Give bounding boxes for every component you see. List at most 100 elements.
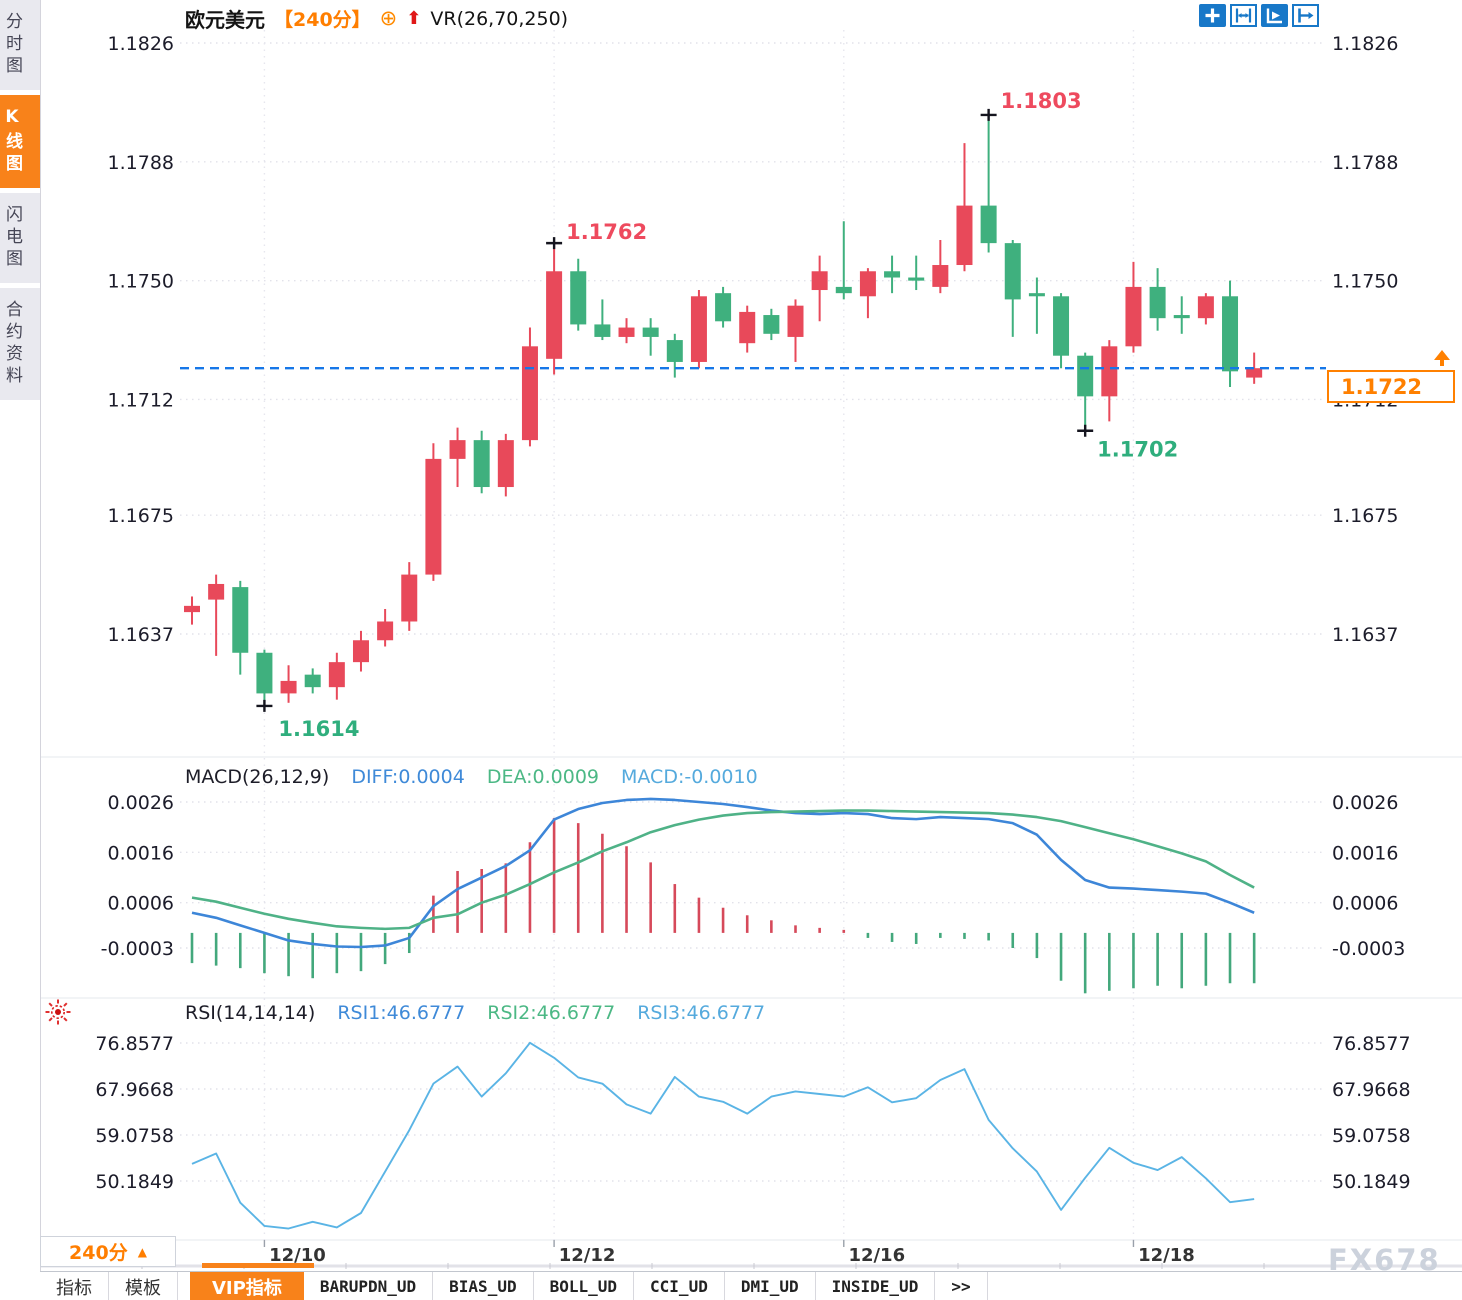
axis-tick-label: 0.0006 xyxy=(1332,893,1398,915)
candle-body xyxy=(352,640,369,663)
chart-type-sidebar: 分时图 K线图 闪电图 合约资料 xyxy=(0,0,41,1300)
axis-tick-label: 50.1849 xyxy=(1332,1171,1411,1193)
candle-body xyxy=(473,440,490,488)
tab-inside-ud[interactable]: INSIDE_UD xyxy=(816,1272,936,1300)
axis-tick-label: 59.0758 xyxy=(95,1125,174,1147)
candle-body xyxy=(787,305,804,337)
candle-body xyxy=(401,574,418,622)
candle-body xyxy=(377,621,394,641)
axis-tick-label: 1.1803 xyxy=(1001,89,1082,113)
macd-title: MACD(26,12,9) xyxy=(185,766,330,788)
axis-tick-label: 0.0026 xyxy=(1332,792,1398,814)
axis-tick-label: 12/18 xyxy=(1138,1245,1195,1266)
axis-tick-label: 59.0758 xyxy=(1332,1125,1411,1147)
candle-body xyxy=(980,205,997,244)
candle-body xyxy=(521,346,538,441)
candle-body xyxy=(546,271,563,359)
candle-body xyxy=(256,652,273,694)
candle-body xyxy=(1028,293,1045,297)
candle-body xyxy=(1246,368,1263,378)
tab-dmi-ud[interactable]: DMI_UD xyxy=(725,1272,816,1300)
axis-tick-label: 0.0006 xyxy=(108,893,174,915)
globe-plus-icon[interactable]: ⊕ xyxy=(379,6,398,30)
rsi-title: RSI(14,14,14) xyxy=(185,1002,316,1024)
indicator-tab-bar: 指标 模板 VIP指标 BARUPDN_UD BIAS_UD BOLL_UD C… xyxy=(40,1271,1462,1300)
axis-tick-label: 1.1826 xyxy=(108,33,174,55)
price-marker-cross xyxy=(546,237,563,250)
price-marker-cross xyxy=(256,699,273,712)
candle-body xyxy=(642,327,659,337)
candle-body xyxy=(908,277,925,281)
symbol-title: 欧元美元 xyxy=(185,8,265,32)
candle-body xyxy=(715,293,732,322)
tab-bias-ud[interactable]: BIAS_UD xyxy=(433,1272,534,1300)
sidebar-item-timeline-chart[interactable]: 分时图 xyxy=(0,0,40,90)
tab-cci-ud[interactable]: CCI_UD xyxy=(634,1272,725,1300)
axis-tick-label: 1.1750 xyxy=(108,271,174,293)
scrollbar-thumb[interactable] xyxy=(202,1263,314,1268)
rsi1-value: RSI1:46.6777 xyxy=(337,1002,466,1024)
period-selector-label: 240分 xyxy=(69,1242,128,1264)
axis-tick-label: 0.0016 xyxy=(108,842,174,864)
candle-body xyxy=(811,271,828,291)
axis-tick-label: 1.1637 xyxy=(1332,624,1398,646)
tab-vip-indicators[interactable]: VIP指标 xyxy=(190,1272,304,1300)
axis-tick-label: 0.0026 xyxy=(108,792,174,814)
period-label[interactable]: 【240分】 xyxy=(274,9,371,31)
tab-boll-ud[interactable]: BOLL_UD xyxy=(534,1272,635,1300)
chart-header: 欧元美元 【240分】 ⊕ ⬆ VR(26,70,250) xyxy=(185,4,568,33)
sidebar-item-contract-info[interactable]: 合约资料 xyxy=(0,288,40,400)
page-forward-icon[interactable] xyxy=(1292,4,1319,27)
axis-tick-label: 1.1637 xyxy=(108,624,174,646)
hot-indicator-sun-icon[interactable] xyxy=(44,998,72,1026)
candle-body xyxy=(497,440,514,488)
candle-body xyxy=(1077,355,1094,397)
axis-tick-label: -0.0003 xyxy=(101,938,174,960)
chart-toolbar xyxy=(1199,4,1319,27)
axis-tick-label: 1.1712 xyxy=(108,389,174,411)
axis-tick-label: 1.1750 xyxy=(1332,271,1398,293)
tab-templates[interactable]: 模板 xyxy=(109,1272,178,1300)
axis-range-icon[interactable] xyxy=(1230,4,1257,27)
axis-tick-label: 1.1614 xyxy=(278,717,359,741)
price-up-arrow-icon xyxy=(1434,350,1450,366)
tab-barupdn-ud[interactable]: BARUPDN_UD xyxy=(304,1272,434,1300)
macd-dea-line xyxy=(191,809,1255,931)
sidebar-item-kline-chart[interactable]: K线图 xyxy=(0,95,40,188)
sidebar-item-lightning-chart[interactable]: 闪电图 xyxy=(0,193,40,283)
candle-body xyxy=(690,296,707,362)
period-selector[interactable]: 240分 ▲ xyxy=(40,1236,176,1267)
axis-tick-label: 67.9668 xyxy=(1332,1079,1411,1101)
axis-tick-label: 50.1849 xyxy=(95,1171,174,1193)
pan-icon[interactable] xyxy=(1199,4,1226,27)
candle-body xyxy=(932,265,949,287)
macd-diff-line xyxy=(191,797,1255,949)
current-price-value: 1.1722 xyxy=(1341,374,1423,399)
candle-body xyxy=(232,587,249,653)
candle-body xyxy=(739,311,756,344)
tab-indicators[interactable]: 指标 xyxy=(40,1272,109,1300)
axis-tick-label: 67.9668 xyxy=(95,1079,174,1101)
axis-tick-label: 12/12 xyxy=(559,1245,616,1266)
up-arrow-icon: ⬆ xyxy=(406,7,422,29)
axis-tick-label: 1.1762 xyxy=(566,220,647,244)
candle-body xyxy=(1053,296,1070,356)
axis-tick-label: 76.8577 xyxy=(95,1033,174,1055)
axis-tick-label: 1.1826 xyxy=(1332,33,1398,55)
candle-body xyxy=(666,340,683,362)
auto-scroll-icon[interactable] xyxy=(1261,4,1288,27)
candle-body xyxy=(208,583,225,600)
candle-body xyxy=(1101,346,1118,397)
candle-body xyxy=(1173,315,1190,319)
candle-body xyxy=(618,327,635,337)
candle-body xyxy=(304,674,321,688)
candle-body xyxy=(425,458,442,575)
candle-body xyxy=(280,680,297,694)
rsi3-value: RSI3:46.6777 xyxy=(637,1002,766,1024)
candle-body xyxy=(594,324,611,337)
axis-tick-label: 0.0016 xyxy=(1332,842,1398,864)
candle-body xyxy=(956,205,973,266)
vr-indicator-label[interactable]: VR(26,70,250) xyxy=(430,7,569,30)
tab-more[interactable]: >> xyxy=(935,1272,988,1300)
